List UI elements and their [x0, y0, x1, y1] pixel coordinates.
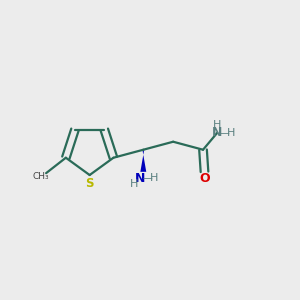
- Text: H: H: [213, 121, 221, 130]
- Text: —: —: [143, 173, 153, 183]
- Text: H: H: [227, 128, 236, 138]
- Text: N: N: [212, 126, 222, 139]
- Text: H: H: [150, 173, 159, 183]
- Text: S: S: [85, 177, 94, 190]
- Text: —: —: [220, 128, 230, 138]
- Text: N: N: [135, 172, 146, 185]
- Polygon shape: [140, 150, 146, 172]
- Text: O: O: [199, 172, 210, 185]
- Text: CH₃: CH₃: [32, 172, 49, 181]
- Text: H: H: [130, 178, 139, 189]
